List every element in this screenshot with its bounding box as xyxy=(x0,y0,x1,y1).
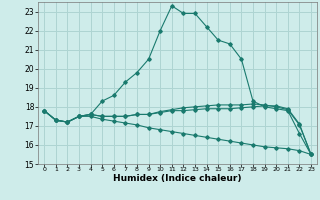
X-axis label: Humidex (Indice chaleur): Humidex (Indice chaleur) xyxy=(113,174,242,183)
